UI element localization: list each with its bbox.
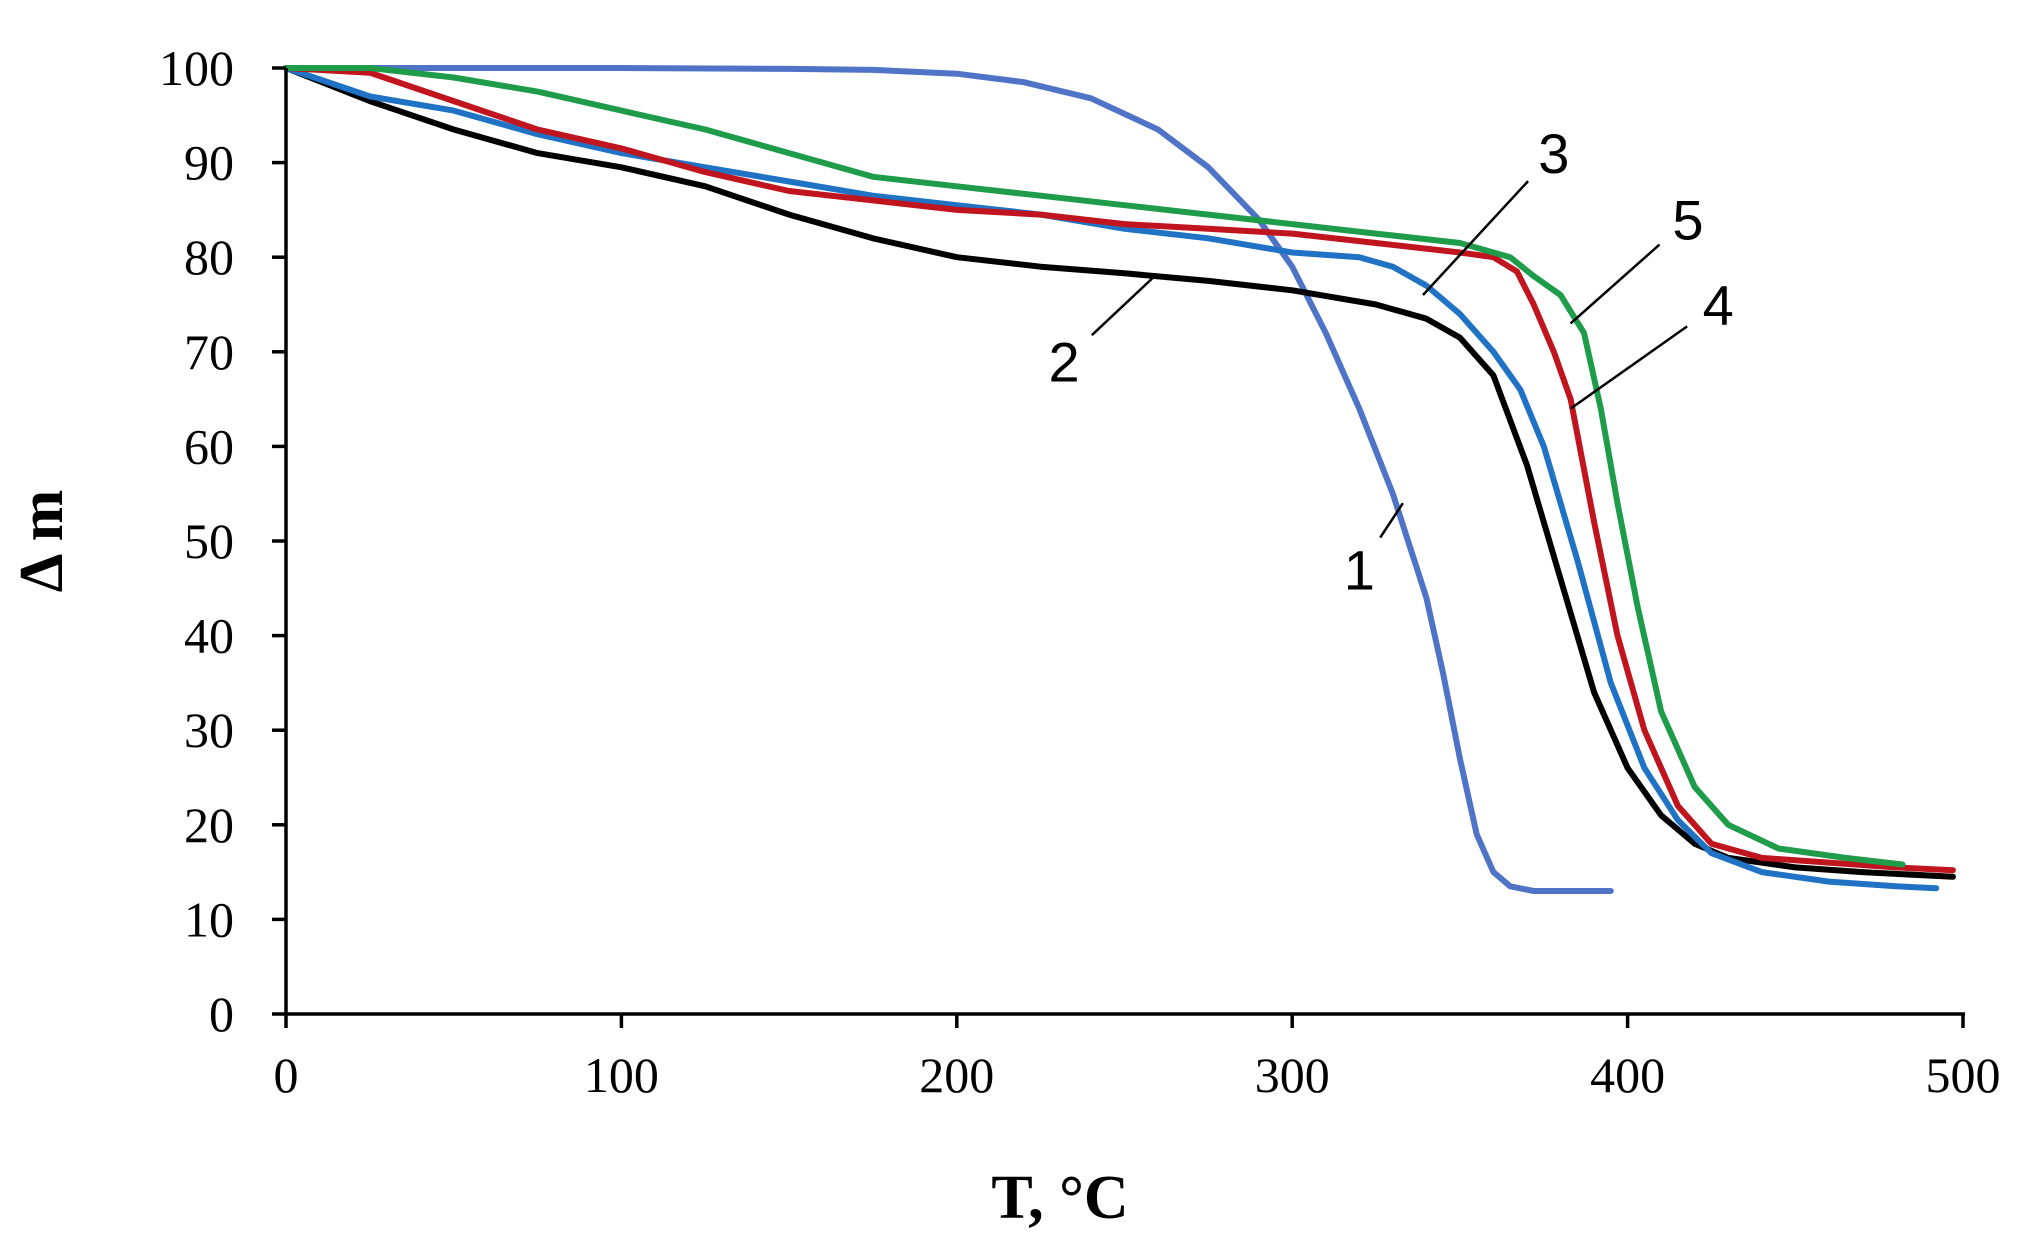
y-tick-label: 50 <box>184 513 234 569</box>
leader-line-1 <box>1379 502 1404 539</box>
curve-label-1: 1 <box>1344 538 1375 601</box>
x-axis-title: T, °C <box>991 1164 1128 1232</box>
y-axis-title: Δ m <box>8 490 76 593</box>
leader-line-4 <box>1569 325 1688 410</box>
y-tick-label: 60 <box>184 418 234 474</box>
x-tick-label: 100 <box>584 1047 659 1103</box>
series-layer <box>283 65 1956 894</box>
leader-line-2 <box>1090 275 1156 337</box>
series-line-1 <box>283 65 1614 894</box>
y-tick-label: 30 <box>184 702 234 758</box>
series-line-4 <box>283 65 1956 874</box>
y-tick-label: 0 <box>209 986 234 1042</box>
y-tick-label: 20 <box>184 797 234 853</box>
y-tick-label: 40 <box>184 608 234 664</box>
y-tick-label: 80 <box>184 229 234 285</box>
curve-label-5: 5 <box>1672 188 1703 251</box>
curve-label-4: 4 <box>1703 274 1734 337</box>
series-line-2 <box>283 65 1956 880</box>
curve-annotations: 1 2 3 45 <box>1049 122 1734 601</box>
series-line-5 <box>283 65 1906 868</box>
y-tick-label: 100 <box>159 40 234 96</box>
y-tick-label: 70 <box>184 324 234 380</box>
x-tick-label: 300 <box>1255 1047 1330 1103</box>
axis-labels: T, °C Δ m <box>8 490 1129 1232</box>
y-tick-label: 90 <box>184 135 234 191</box>
x-tick-label: 400 <box>1590 1047 1665 1103</box>
axes: 0 100 200 300 400 500 0 10 20 30 40 50 60 70 80 90 100 <box>159 40 2001 1103</box>
x-tick-label: 200 <box>919 1047 994 1103</box>
y-tick-label: 10 <box>184 891 234 947</box>
x-tick-label: 500 <box>1926 1047 2001 1103</box>
curve-label-2: 2 <box>1049 330 1080 393</box>
leader-line-5 <box>1569 243 1661 325</box>
curve-label-3: 3 <box>1538 122 1569 185</box>
x-tick-label: 0 <box>274 1047 299 1103</box>
leader-line-3 <box>1422 180 1530 296</box>
